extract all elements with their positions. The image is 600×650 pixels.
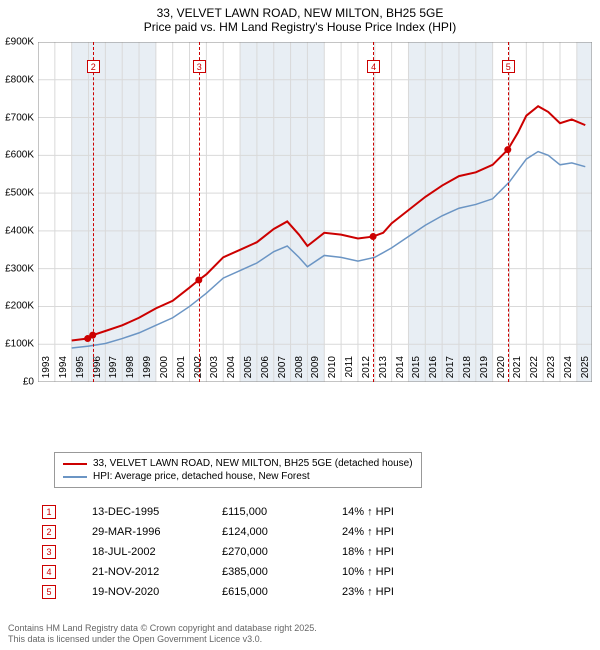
transaction-date: 19-NOV-2020 (92, 586, 222, 598)
transactions-table: 1 13-DEC-1995£115,00014% ↑ HPI 2 29-MAR-199… (42, 502, 462, 602)
transaction-hpi: 23% ↑ HPI (342, 586, 462, 598)
transaction-price: £115,000 (222, 506, 342, 518)
chart-marker: 2 (87, 60, 100, 73)
y-axis-label: £100K (5, 339, 34, 350)
x-axis-label: 2007 (277, 356, 288, 386)
transaction-row: 1 13-DEC-1995£115,00014% ↑ HPI (42, 502, 462, 522)
transaction-row: 3 18-JUL-2002£270,00018% ↑ HPI (42, 542, 462, 562)
y-axis-label: £200K (5, 301, 34, 312)
transaction-price: £615,000 (222, 586, 342, 598)
y-axis-label: £600K (5, 150, 34, 161)
x-axis-label: 2020 (496, 356, 507, 386)
transaction-price: £270,000 (222, 546, 342, 558)
line-chart (38, 42, 592, 382)
chart-marker: 5 (502, 60, 515, 73)
x-axis-label: 2004 (226, 356, 237, 386)
legend-item: HPI: Average price, detached house, New … (63, 470, 413, 483)
x-axis-label: 2025 (580, 356, 591, 386)
transaction-price: £124,000 (222, 526, 342, 538)
y-axis-label: £500K (5, 188, 34, 199)
transaction-marker: 4 (42, 565, 56, 579)
x-axis-label: 1993 (41, 356, 52, 386)
x-axis-label: 2021 (512, 356, 523, 386)
x-axis-label: 2014 (395, 356, 406, 386)
transaction-date: 13-DEC-1995 (92, 506, 222, 518)
transaction-hpi: 18% ↑ HPI (342, 546, 462, 558)
x-axis-label: 2009 (310, 356, 321, 386)
legend-swatch (63, 463, 87, 465)
transaction-row: 4 21-NOV-2012£385,00010% ↑ HPI (42, 562, 462, 582)
x-axis-label: 2024 (563, 356, 574, 386)
x-axis-label: 2022 (529, 356, 540, 386)
transaction-date: 21-NOV-2012 (92, 566, 222, 578)
x-axis-label: 2005 (243, 356, 254, 386)
x-axis-label: 1994 (58, 356, 69, 386)
legend-item: 33, VELVET LAWN ROAD, NEW MILTON, BH25 5… (63, 457, 413, 470)
legend-swatch (63, 476, 87, 478)
chart-marker: 3 (193, 60, 206, 73)
transaction-hpi: 14% ↑ HPI (342, 506, 462, 518)
x-axis-label: 1995 (75, 356, 86, 386)
x-axis-label: 2018 (462, 356, 473, 386)
footer-line2: This data is licensed under the Open Gov… (8, 634, 317, 646)
transaction-price: £385,000 (222, 566, 342, 578)
chart-area: £0£100K£200K£300K£400K£500K£600K£700K£80… (38, 42, 592, 412)
y-axis-label: £300K (5, 263, 34, 274)
y-axis-label: £700K (5, 112, 34, 123)
x-axis-label: 2016 (428, 356, 439, 386)
transaction-row: 2 29-MAR-1996£124,00024% ↑ HPI (42, 522, 462, 542)
transaction-marker: 2 (42, 525, 56, 539)
x-axis-label: 2011 (344, 356, 355, 386)
legend-label: 33, VELVET LAWN ROAD, NEW MILTON, BH25 5… (93, 458, 413, 469)
transaction-date: 18-JUL-2002 (92, 546, 222, 558)
transaction-marker: 3 (42, 545, 56, 559)
x-axis-label: 1999 (142, 356, 153, 386)
x-axis-label: 2006 (260, 356, 271, 386)
legend-label: HPI: Average price, detached house, New … (93, 471, 310, 482)
x-axis-label: 2003 (209, 356, 220, 386)
x-axis-label: 2012 (361, 356, 372, 386)
y-axis-label: £800K (5, 74, 34, 85)
y-axis-label: £0 (23, 377, 34, 388)
chart-title: 33, VELVET LAWN ROAD, NEW MILTON, BH25 5… (0, 0, 600, 20)
x-axis-label: 2001 (176, 356, 187, 386)
x-axis-label: 2015 (411, 356, 422, 386)
transaction-date: 29-MAR-1996 (92, 526, 222, 538)
transaction-hpi: 24% ↑ HPI (342, 526, 462, 538)
transaction-hpi: 10% ↑ HPI (342, 566, 462, 578)
x-axis-label: 1998 (125, 356, 136, 386)
x-axis-label: 2008 (294, 356, 305, 386)
x-axis-label: 2010 (327, 356, 338, 386)
chart-marker: 4 (367, 60, 380, 73)
legend: 33, VELVET LAWN ROAD, NEW MILTON, BH25 5… (54, 452, 422, 488)
x-axis-label: 2017 (445, 356, 456, 386)
x-axis-label: 2000 (159, 356, 170, 386)
y-axis-label: £900K (5, 37, 34, 48)
transaction-marker: 5 (42, 585, 56, 599)
x-axis-label: 2023 (546, 356, 557, 386)
chart-subtitle: Price paid vs. HM Land Registry's House … (0, 20, 600, 38)
transaction-row: 5 19-NOV-2020£615,00023% ↑ HPI (42, 582, 462, 602)
x-axis-label: 2019 (479, 356, 490, 386)
footer-line1: Contains HM Land Registry data © Crown c… (8, 623, 317, 635)
transaction-marker: 1 (42, 505, 56, 519)
x-axis-label: 1997 (108, 356, 119, 386)
x-axis-label: 2013 (378, 356, 389, 386)
footer-attribution: Contains HM Land Registry data © Crown c… (8, 623, 317, 646)
y-axis-label: £400K (5, 225, 34, 236)
